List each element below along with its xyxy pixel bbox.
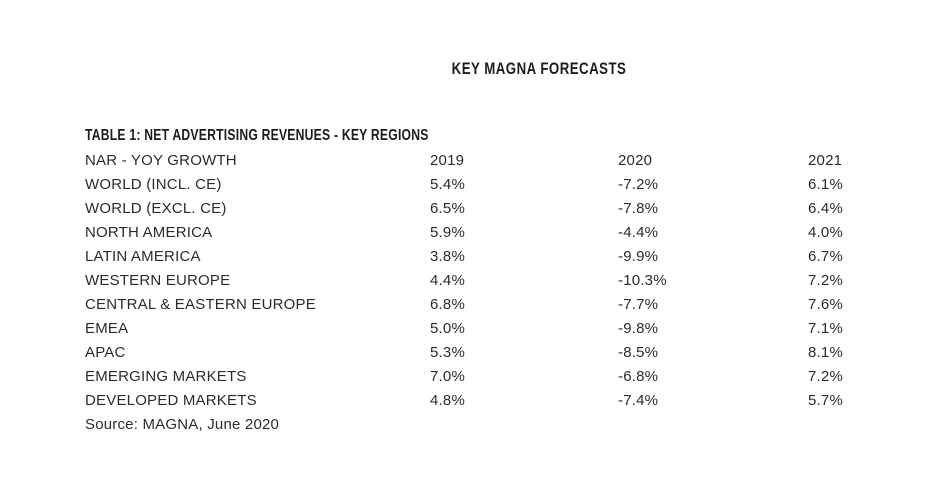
value-2019: 5.0% [430,319,465,337]
value-2019: 6.5% [430,199,465,217]
value-2021: 4.0% [808,223,843,241]
column-header-2019: 2019 [430,151,465,169]
value-2021: 6.1% [808,175,843,193]
source-note: Source: MAGNA, June 2020 [85,415,280,433]
region-label: WORLD (EXCL. CE) [85,199,227,217]
region-label: WESTERN EUROPE [85,271,231,289]
region-label: CENTRAL & EASTERN EUROPE [85,295,316,313]
source-row: Source: MAGNA, June 2020 [85,412,947,436]
table-caption: TABLE 1: NET ADVERTISING REVENUES - KEY … [85,127,429,144]
value-2019: 5.4% [430,175,465,193]
region-label: EMERGING MARKETS [85,367,247,385]
column-header-region: NAR - YOY GROWTH [85,151,237,169]
value-2019: 7.0% [430,367,465,385]
value-2021: 8.1% [808,343,843,361]
region-label: APAC [85,343,126,361]
value-2019: 3.8% [430,247,465,265]
value-2020: -6.8% [618,367,659,385]
value-2020: -7.4% [618,391,659,409]
value-2020: -4.4% [618,223,659,241]
table-row: WESTERN EUROPE 4.4% -10.3% 7.2% [85,268,947,292]
value-2020: -7.2% [618,175,659,193]
table-row: EMEA 5.0% -9.8% 7.1% [85,316,947,340]
value-2021: 7.2% [808,271,843,289]
region-label: DEVELOPED MARKETS [85,391,257,409]
table-row: LATIN AMERICA 3.8% -9.9% 6.7% [85,244,947,268]
value-2020: -10.3% [618,271,667,289]
table-row: DEVELOPED MARKETS 4.8% -7.4% 5.7% [85,388,947,412]
region-label: WORLD (INCL. CE) [85,175,222,193]
table-body: WORLD (INCL. CE) 5.4% -7.2% 6.1% WORLD (… [85,172,947,412]
column-header-2021: 2021 [808,151,843,169]
value-2021: 6.4% [808,199,843,217]
forecast-table: NAR - YOY GROWTH 2019 2020 2021 WORLD (I… [85,148,947,436]
table-row: NORTH AMERICA 5.9% -4.4% 4.0% [85,220,947,244]
value-2020: -7.7% [618,295,659,313]
table-row: EMERGING MARKETS 7.0% -6.8% 7.2% [85,364,947,388]
value-2019: 4.4% [430,271,465,289]
table-header-row: NAR - YOY GROWTH 2019 2020 2021 [85,148,947,172]
page-title: KEY MAGNA FORECASTS [451,59,627,78]
region-label: NORTH AMERICA [85,223,213,241]
value-2019: 5.3% [430,343,465,361]
table-row: APAC 5.3% -8.5% 8.1% [85,340,947,364]
table-row: WORLD (INCL. CE) 5.4% -7.2% 6.1% [85,172,947,196]
value-2021: 7.2% [808,367,843,385]
value-2021: 6.7% [808,247,843,265]
column-header-2020: 2020 [618,151,653,169]
value-2020: -8.5% [618,343,659,361]
value-2019: 4.8% [430,391,465,409]
value-2021: 7.6% [808,295,843,313]
value-2020: -9.9% [618,247,659,265]
region-label: EMEA [85,319,129,337]
value-2021: 5.7% [808,391,843,409]
value-2020: -7.8% [618,199,659,217]
table-row: WORLD (EXCL. CE) 6.5% -7.8% 6.4% [85,196,947,220]
table-row: CENTRAL & EASTERN EUROPE 6.8% -7.7% 7.6% [85,292,947,316]
value-2020: -9.8% [618,319,659,337]
value-2021: 7.1% [808,319,843,337]
value-2019: 6.8% [430,295,465,313]
region-label: LATIN AMERICA [85,247,201,265]
value-2019: 5.9% [430,223,465,241]
